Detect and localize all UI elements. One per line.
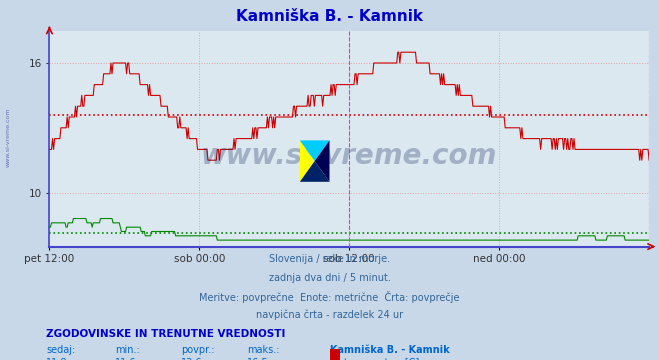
Text: min.:: min.: [115,345,140,355]
Text: temperatura[C]: temperatura[C] [344,358,420,360]
Text: maks.:: maks.: [247,345,279,355]
Text: www.si-vreme.com: www.si-vreme.com [5,107,11,167]
Text: ZGODOVINSKE IN TRENUTNE VREDNOSTI: ZGODOVINSKE IN TRENUTNE VREDNOSTI [46,329,285,339]
Text: Kamniška B. - Kamnik: Kamniška B. - Kamnik [236,9,423,24]
Text: 13,6: 13,6 [181,358,203,360]
Text: zadnja dva dni / 5 minut.: zadnja dva dni / 5 minut. [269,273,390,283]
Text: povpr.:: povpr.: [181,345,215,355]
Text: 16,5: 16,5 [247,358,269,360]
Text: navpična črta - razdelek 24 ur: navpična črta - razdelek 24 ur [256,310,403,320]
Text: www.si-vreme.com: www.si-vreme.com [201,142,498,170]
Text: Slovenija / reke in morje.: Slovenija / reke in morje. [269,254,390,264]
Text: 11,6: 11,6 [115,358,137,360]
Polygon shape [315,140,330,182]
Text: Kamniška B. - Kamnik: Kamniška B. - Kamnik [330,345,449,355]
Text: sedaj:: sedaj: [46,345,75,355]
Text: Meritve: povprečne  Enote: metrične  Črta: povprečje: Meritve: povprečne Enote: metrične Črta:… [199,291,460,303]
Polygon shape [300,140,330,161]
Text: 11,8: 11,8 [46,358,68,360]
Polygon shape [300,140,315,182]
Polygon shape [300,161,330,182]
